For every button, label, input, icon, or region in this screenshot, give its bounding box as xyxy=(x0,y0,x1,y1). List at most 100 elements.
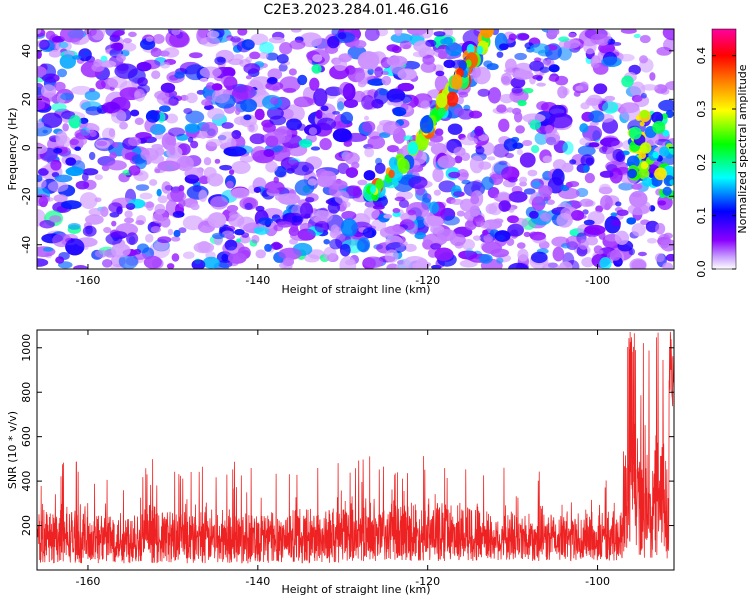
heatmap-cell xyxy=(160,82,176,93)
heatmap-cell xyxy=(39,220,55,229)
heatmap-cell xyxy=(94,197,102,203)
heatmap-cell xyxy=(518,176,528,184)
heatmap-cell xyxy=(579,81,589,91)
heatmap-cell xyxy=(511,86,523,94)
heatmap-cell xyxy=(206,138,223,147)
heatmap-cell xyxy=(133,88,146,102)
heatmap-cell xyxy=(327,36,340,49)
heatmap-cell xyxy=(69,138,79,146)
heatmap-cell xyxy=(89,130,97,137)
heatmap-cell xyxy=(94,249,108,258)
heatmap-cell xyxy=(420,100,431,110)
heatmap-cell xyxy=(392,106,407,117)
heatmap-cell xyxy=(579,123,589,133)
cluster-cell xyxy=(648,173,654,179)
heatmap-cell xyxy=(381,75,392,86)
heatmap-cell xyxy=(95,79,106,90)
heatmap-cell xyxy=(565,235,582,248)
heatmap-cell xyxy=(660,239,674,252)
heatmap-cell xyxy=(198,175,211,185)
heatmap-cell xyxy=(367,68,374,76)
heatmap-cell xyxy=(125,203,136,210)
heatmap-cell xyxy=(618,53,635,62)
cluster-cell xyxy=(638,168,650,180)
cluster-cell xyxy=(642,177,653,187)
heatmap-cell xyxy=(539,71,545,76)
heatmap-cell xyxy=(641,84,659,91)
heatmap-cell xyxy=(167,98,179,106)
heatmap-cell xyxy=(199,66,222,79)
heatmap-cell xyxy=(545,124,554,134)
heatmap-cell xyxy=(494,230,511,242)
heatmap-cell xyxy=(434,247,454,261)
spectrogram-x-tick: -120 xyxy=(415,29,440,287)
heatmap-cell xyxy=(245,75,252,80)
heatmap-cell xyxy=(83,51,90,56)
heatmap-cell xyxy=(100,60,117,68)
heatmap-cell xyxy=(563,40,571,49)
heatmap-cell xyxy=(71,55,82,60)
heatmap-cell xyxy=(498,118,510,133)
heatmap-cell xyxy=(313,88,328,107)
heatmap-cell xyxy=(159,50,170,57)
heatmap-cell xyxy=(612,148,625,161)
spectrogram-panel: -160 -140 -120 -100 -40 -20 0 20 40 Height of s… xyxy=(6,28,675,296)
heatmap-cell xyxy=(108,128,116,137)
heatmap-cell xyxy=(184,64,207,81)
heatmap-cell xyxy=(479,253,493,264)
ridge-cell xyxy=(446,91,459,107)
heatmap-cell xyxy=(179,155,190,169)
heatmap-cell xyxy=(278,247,302,260)
heatmap-cell xyxy=(274,166,287,178)
heatmap-cell xyxy=(40,84,57,98)
heatmap-cell xyxy=(152,34,165,45)
heatmap-cell xyxy=(266,106,284,120)
heatmap-cell xyxy=(232,84,256,100)
heatmap-cell xyxy=(265,135,279,148)
heatmap-cell xyxy=(316,175,334,188)
heatmap-cell xyxy=(433,189,441,196)
heatmap-cell xyxy=(507,215,519,224)
heatmap-cell xyxy=(85,106,102,116)
heatmap-cell xyxy=(37,50,42,59)
heatmap-cell xyxy=(206,30,220,39)
cluster-cell xyxy=(669,179,674,186)
heatmap-cell xyxy=(662,29,674,41)
heatmap-cell xyxy=(536,82,546,87)
heatmap-cell xyxy=(107,160,127,171)
ridge-cell xyxy=(466,43,475,55)
heatmap-cell xyxy=(174,71,185,79)
heatmap-cell xyxy=(609,249,621,261)
ridge-cell xyxy=(437,106,446,117)
heatmap-cell xyxy=(616,209,629,216)
heatmap-cell xyxy=(190,203,200,211)
heatmap-cell xyxy=(511,107,522,115)
heatmap-cell xyxy=(48,49,62,58)
heatmap-cell xyxy=(435,70,445,77)
heatmap-cell xyxy=(472,235,482,241)
heatmap-cell xyxy=(112,141,120,148)
heatmap-cell xyxy=(547,29,560,36)
heatmap-cell xyxy=(378,88,389,96)
heatmap-cell xyxy=(544,129,560,146)
heatmap-cell xyxy=(154,203,166,215)
heatmap-cell xyxy=(84,29,97,36)
heatmap-cell xyxy=(398,199,410,209)
heatmap-cell xyxy=(255,249,267,259)
heatmap-cell xyxy=(198,130,208,139)
heatmap-cell xyxy=(626,217,637,225)
heatmap-cell xyxy=(278,63,288,72)
colorbar-tick-label: 0.3 xyxy=(695,100,708,118)
heatmap-cell xyxy=(493,218,504,224)
heatmap-cell xyxy=(114,63,138,79)
heatmap-cell xyxy=(517,248,529,262)
spectrogram-y-tick: -20 xyxy=(20,187,674,205)
heatmap-cell xyxy=(251,234,260,244)
heatmap-cell xyxy=(516,242,526,249)
heatmap-cell xyxy=(297,228,316,241)
heatmap-cell xyxy=(565,181,573,189)
heatmap-cell xyxy=(582,209,589,215)
heatmap-cell xyxy=(171,253,180,262)
heatmap-cell xyxy=(234,229,245,236)
ridge-cell xyxy=(407,141,419,155)
